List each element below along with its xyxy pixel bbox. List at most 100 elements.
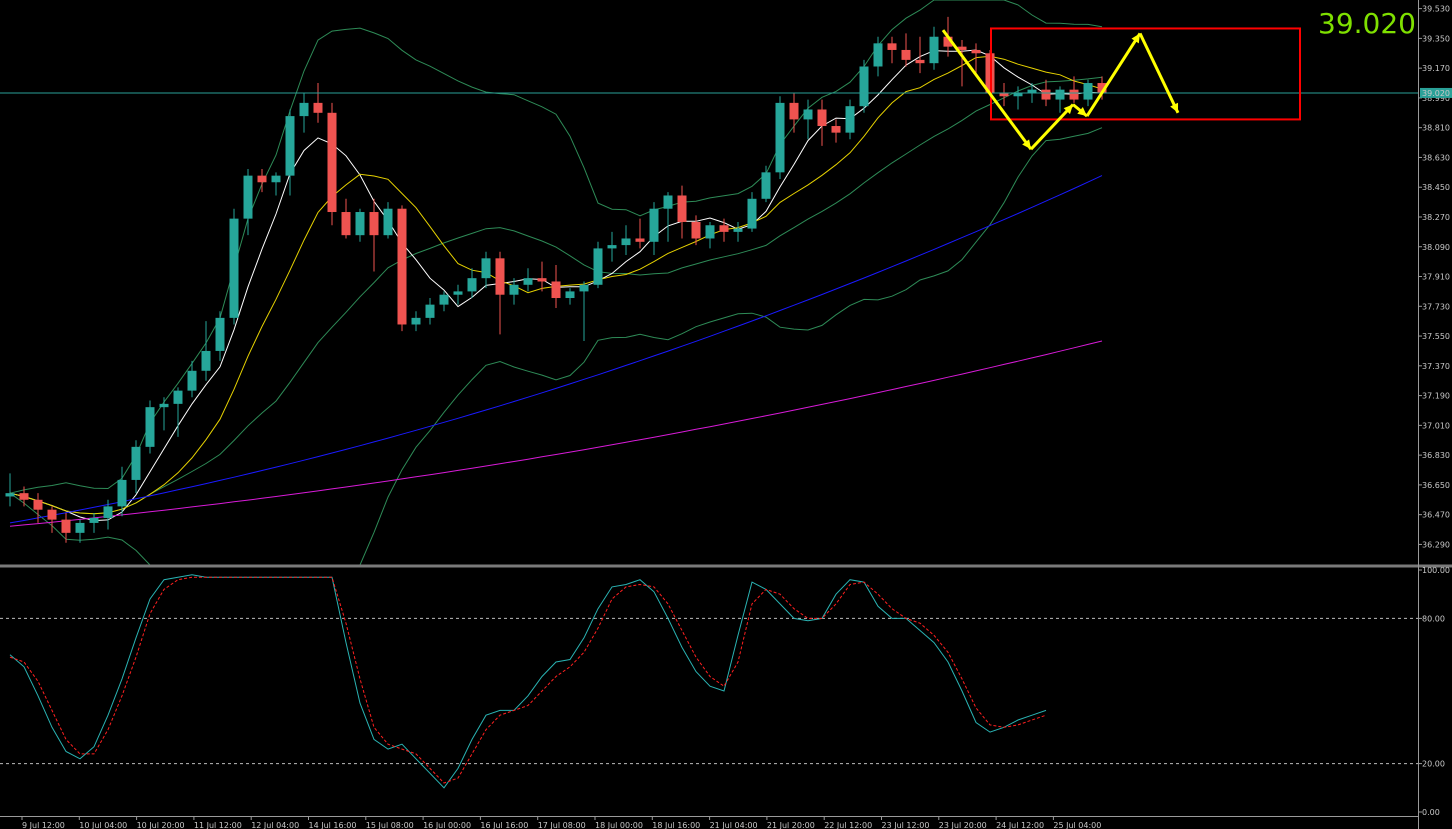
stochastic-tick-labels: 100.00 80.00 20.00 0.00 [1418, 566, 1450, 817]
candle-body [439, 294, 449, 305]
candle [369, 198, 379, 272]
candle-body [1055, 89, 1065, 100]
candle-body [131, 446, 141, 480]
price-tick-label: 38.990 [1422, 94, 1450, 103]
candle [733, 221, 743, 242]
price-tick-label: 37.550 [1422, 332, 1450, 341]
arrow-head [1077, 107, 1087, 117]
candle [901, 33, 911, 67]
candle [215, 311, 225, 361]
projection-segment [1029, 103, 1075, 151]
candle [887, 36, 897, 64]
price-tick-label: 39.170 [1422, 64, 1450, 73]
candle-body [677, 195, 687, 222]
time-tick-label: 18 Jul 00:00 [595, 821, 643, 829]
candle [19, 486, 29, 507]
candle-body [705, 225, 715, 239]
candle [607, 231, 617, 262]
candle-body [75, 522, 85, 533]
trade-annotation [941, 27, 1301, 151]
candle-body [453, 291, 463, 295]
price-tick-label: 39.530 [1422, 5, 1450, 14]
candle-body [663, 195, 673, 209]
candle-body [243, 175, 253, 219]
candle [495, 251, 505, 335]
time-tick-labels: 9 Jul 12:00 10 Jul 04:00 10 Jul 20:00 11 Ju… [21, 816, 1101, 829]
candle-body [607, 245, 617, 249]
main-pane-background [0, 0, 1418, 565]
candle [537, 261, 547, 292]
candle [453, 284, 463, 305]
candle-body [61, 519, 71, 533]
candle-body [313, 102, 323, 113]
candle-body [691, 221, 701, 239]
candle [579, 281, 589, 342]
candle [803, 99, 813, 140]
stochastic-pane [0, 574, 1418, 789]
candle-body [103, 506, 113, 518]
stochastic-tick-label: 80.00 [1422, 614, 1445, 623]
price-tick-label: 36.470 [1422, 511, 1450, 520]
stochastic-main-line [9, 574, 1047, 789]
time-tick-label: 23 Jul 12:00 [882, 821, 930, 829]
candle-body [495, 258, 505, 295]
price-axis[interactable]: 39.530 39.350 39.170 38.990 38.810 38.630 38.4… [1418, 0, 1452, 829]
candle [565, 288, 575, 305]
candle-body [187, 370, 197, 391]
candle [299, 92, 309, 133]
price-tick-label: 36.650 [1422, 481, 1450, 490]
candle-body [425, 304, 435, 318]
candle-body [467, 278, 477, 292]
candle [845, 99, 855, 140]
candle [551, 264, 561, 308]
stochastic-lines [9, 574, 1047, 789]
candle [663, 192, 673, 242]
candle-body [509, 284, 519, 295]
candle-body [649, 208, 659, 242]
price-tick-label: 37.010 [1422, 421, 1450, 430]
candle-body [33, 499, 43, 510]
price-tick-label: 37.730 [1422, 302, 1450, 311]
candle [789, 92, 799, 133]
candle [691, 215, 701, 246]
candle-body [1083, 83, 1093, 100]
candle [243, 169, 253, 236]
projection-segment [941, 29, 1033, 151]
time-tick-label: 23 Jul 20:00 [939, 821, 987, 829]
candle [929, 26, 939, 70]
current-price-tag-label: 39.020 [1422, 89, 1450, 98]
candle-body [383, 208, 393, 236]
candle-body [341, 212, 351, 236]
candle [229, 208, 239, 325]
projection-segment [1085, 32, 1142, 117]
candle-body [369, 212, 379, 236]
target-zone-box [990, 27, 1301, 121]
price-tick-label: 37.370 [1422, 362, 1450, 371]
candle [173, 387, 183, 437]
candle [1097, 76, 1107, 100]
candle [859, 59, 869, 113]
ma-blue-line [9, 175, 1103, 524]
candle [425, 298, 435, 325]
price-tick-label: 38.810 [1422, 124, 1450, 133]
candle [719, 218, 729, 242]
time-axis[interactable]: 9 Jul 12:00 10 Jul 04:00 10 Jul 20:00 11 Ju… [0, 816, 1418, 829]
candle-body [173, 390, 183, 404]
candle-body [145, 407, 155, 447]
candle-body [117, 479, 127, 507]
candle [677, 185, 687, 239]
candle [5, 473, 15, 507]
candle-body [943, 36, 953, 47]
candle [383, 202, 393, 239]
candle-body [257, 175, 267, 183]
candle-body [635, 238, 645, 242]
candle [75, 519, 85, 543]
candle [89, 513, 99, 533]
candle [635, 218, 645, 249]
candle-body [579, 284, 589, 292]
main-price-pane: 39.020 [0, 0, 1418, 566]
candle [145, 400, 155, 454]
candle [509, 278, 519, 305]
candle-body [733, 228, 743, 232]
stochastic-levels [0, 617, 1418, 765]
